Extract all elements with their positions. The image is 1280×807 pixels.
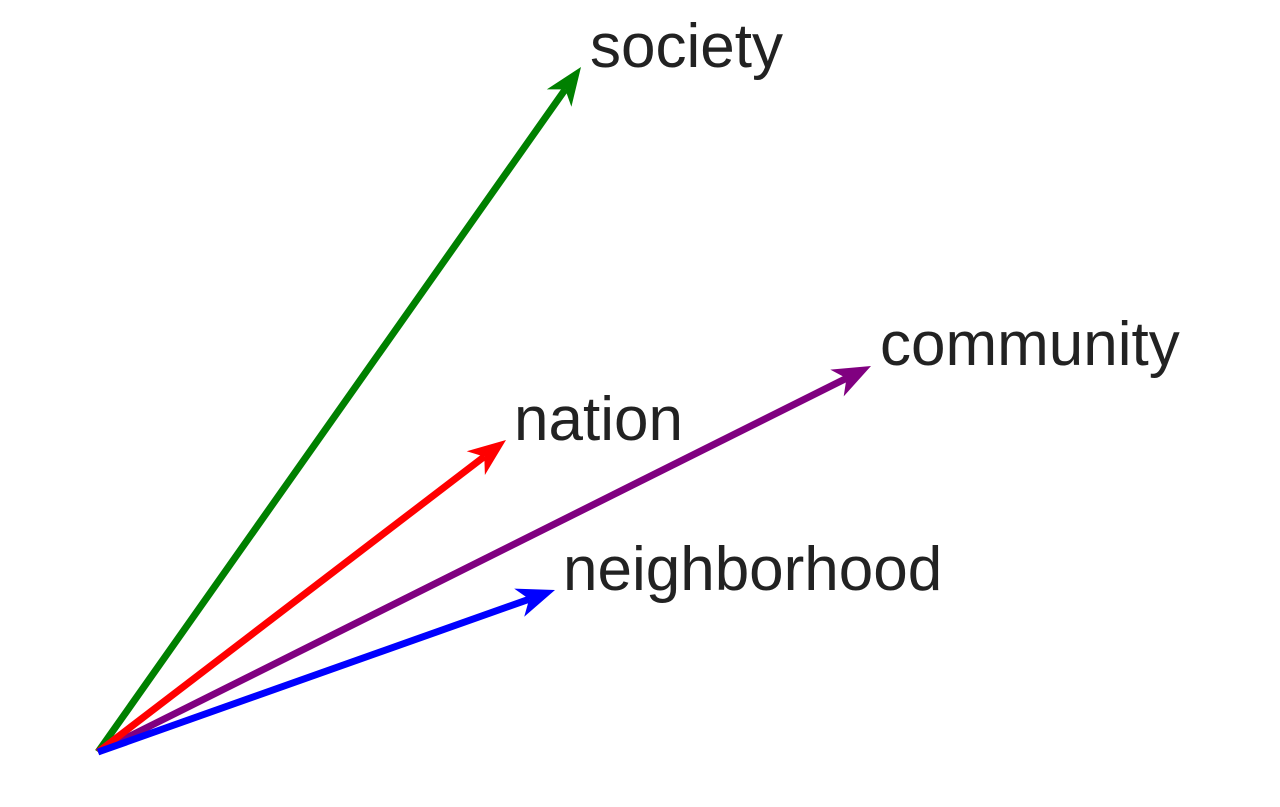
- label-neighborhood: neighborhood: [563, 535, 942, 604]
- arrow-shaft-society: [95, 87, 569, 755]
- label-nation: nation: [514, 385, 683, 454]
- label-society: society: [590, 12, 783, 81]
- label-community: community: [880, 310, 1180, 379]
- arrow-shaft-neighborhood: [96, 595, 531, 756]
- arrow-head-society: [546, 67, 581, 107]
- arrow-shaft-nation: [95, 453, 487, 755]
- vector-labels: society community nation neighborhood: [514, 12, 1180, 604]
- arrow-head-neighborhood: [514, 588, 555, 617]
- arrow-head-nation: [466, 440, 506, 475]
- vector-arrows: [95, 67, 871, 756]
- arrow-shaft-community: [96, 375, 849, 756]
- arrow-head-community: [830, 366, 871, 397]
